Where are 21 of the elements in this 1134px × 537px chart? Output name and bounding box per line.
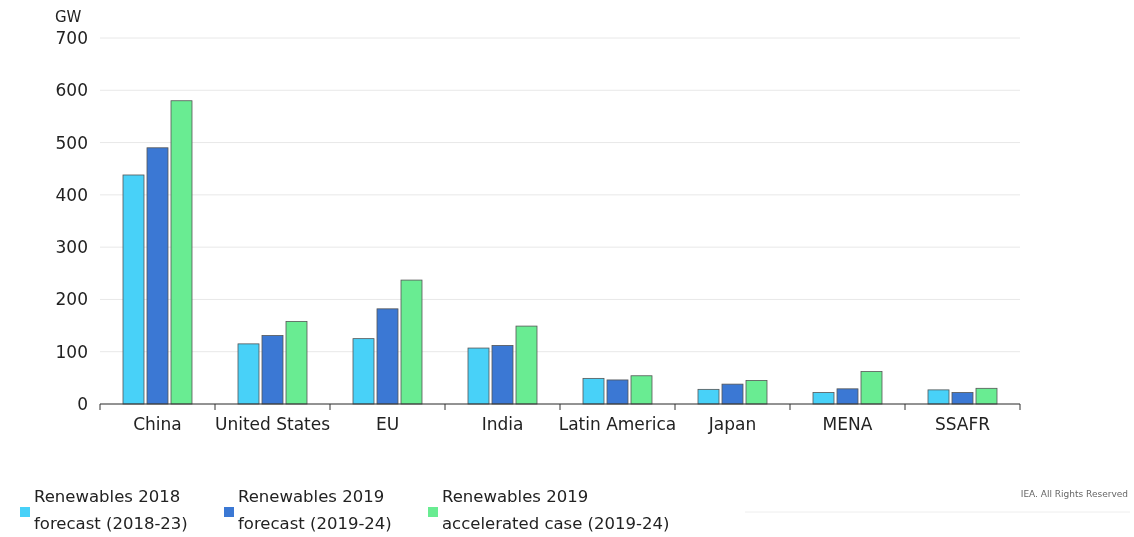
x-tick-label: MENA: [822, 414, 873, 434]
x-tick-label: Japan: [707, 414, 757, 434]
legend-label: Renewables 2018 forecast (2018-23): [34, 487, 188, 533]
x-tick-label: EU: [375, 414, 400, 434]
legend-label: Renewables 2019 accelerated case (2019-24): [442, 487, 670, 533]
y-tick-label: 200: [55, 289, 88, 310]
y-tick-label: 400: [55, 184, 88, 205]
y-tick-label: 0: [77, 393, 88, 414]
legend-label: Renewables 2019 forecast (2019-24): [238, 487, 392, 533]
x-tick-label: Latin America: [558, 414, 677, 434]
y-axis-title: GW: [55, 8, 82, 26]
x-tick-label: China: [133, 414, 182, 434]
x-tick-label: India: [481, 414, 524, 434]
text: IEA. All Rights Reserved: [1020, 489, 1128, 499]
y-tick-label: 300: [55, 237, 88, 258]
x-tick-label: SSAFR: [934, 414, 991, 434]
x-tick-label: United States: [214, 414, 331, 434]
y-tick-label: 500: [55, 132, 88, 153]
y-tick-label: 600: [55, 80, 88, 101]
y-tick-label: 700: [55, 27, 88, 48]
y-tick-label: 100: [55, 341, 88, 362]
